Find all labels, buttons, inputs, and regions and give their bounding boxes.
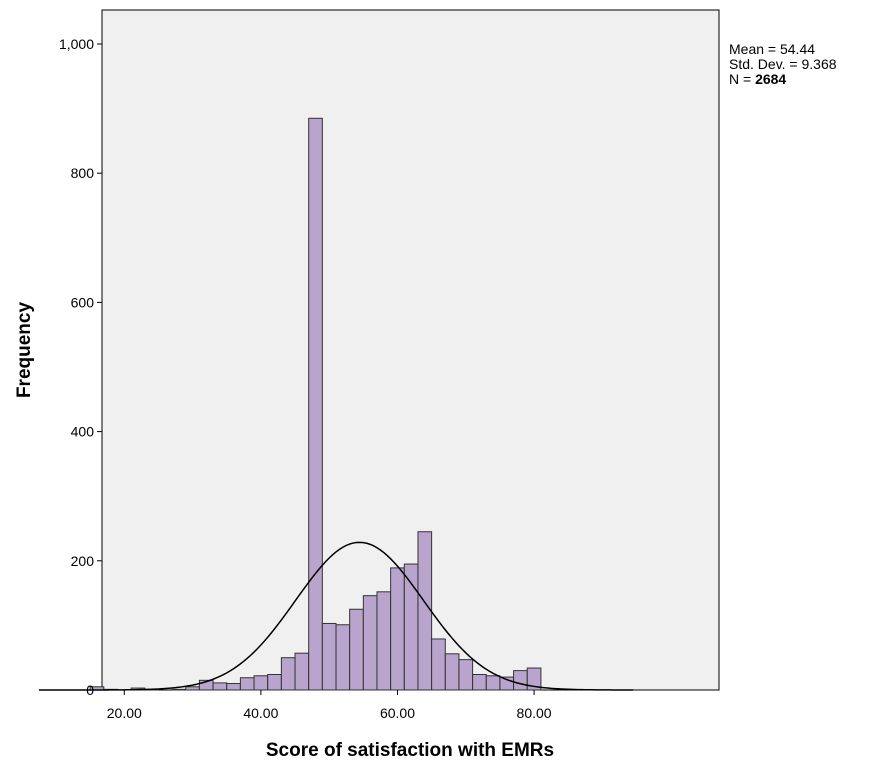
histogram-bar <box>444 653 460 691</box>
histogram-bar <box>390 567 405 691</box>
histogram-bar <box>171 688 187 691</box>
sd-stat: Std. Dev. = 9.368 <box>729 56 837 72</box>
histogram-bars <box>89 117 542 691</box>
histogram-bar <box>376 591 392 691</box>
histogram-bar <box>226 683 241 691</box>
histogram-bar <box>485 675 501 691</box>
histogram-bar <box>308 117 323 691</box>
histogram-bar <box>431 638 446 691</box>
mean-stat: Mean = 54.44 <box>729 41 816 57</box>
histogram-bar <box>349 608 364 691</box>
n-stat-prefix: N = <box>729 71 756 87</box>
y-tick-label: 0 <box>86 682 94 698</box>
histogram-bar <box>335 624 351 691</box>
histogram-bar <box>458 659 474 691</box>
y-tick-label: 1,000 <box>59 36 94 52</box>
histogram-bar <box>239 677 255 691</box>
histogram-bar <box>362 595 378 691</box>
normal-curve <box>38 541 634 691</box>
histogram-bar <box>513 670 528 691</box>
histogram-bar <box>185 686 200 691</box>
x-axis-title: Score of satisfaction with EMRs <box>266 740 554 761</box>
n-stat-value: 2684 <box>755 71 787 87</box>
histogram-bar <box>267 674 282 691</box>
y-axis-title: Frequency <box>14 302 35 399</box>
x-tick-label: 20.00 <box>107 705 142 721</box>
histogram-bar <box>294 652 310 691</box>
summary-statistics: Mean = 54.44 Std. Dev. = 9.368 N = 2684 <box>729 42 837 87</box>
histogram-bar <box>417 531 433 691</box>
x-tick-label: 80.00 <box>517 705 552 721</box>
x-axis: 20.00 40.00 60.00 80.00 <box>107 690 552 721</box>
x-tick-label: 60.00 <box>380 705 415 721</box>
histogram-bar <box>212 682 228 691</box>
histogram-bar <box>253 675 269 691</box>
y-tick-label: 800 <box>71 165 95 181</box>
y-axis: 0 200 400 600 800 1,000 <box>59 36 102 698</box>
histogram-bar <box>321 622 337 691</box>
y-tick-label: 400 <box>71 424 95 440</box>
n-stat: N = 2684 <box>729 72 837 87</box>
x-tick-label: 40.00 <box>243 705 278 721</box>
y-tick-label: 600 <box>71 294 95 310</box>
y-tick-label: 200 <box>71 553 95 569</box>
histogram-bar <box>472 674 487 691</box>
histogram-bar <box>280 657 296 691</box>
